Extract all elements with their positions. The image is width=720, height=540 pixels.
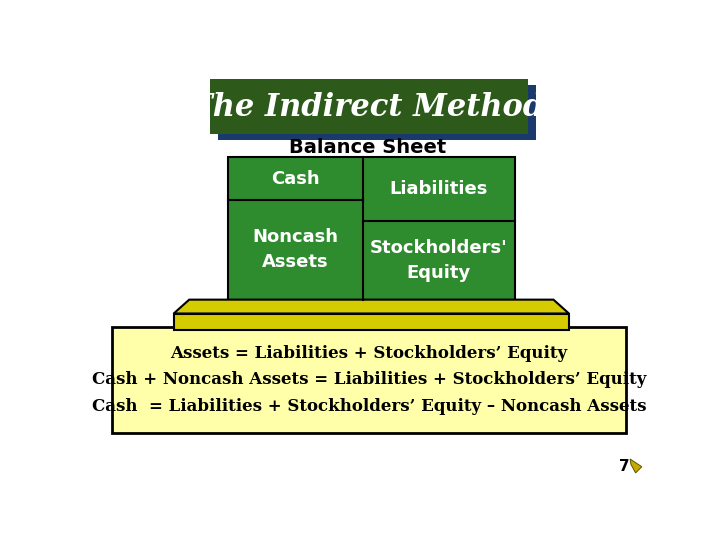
Text: Assets = Liabilities + Stockholders’ Equity: Assets = Liabilities + Stockholders’ Equ…	[171, 345, 567, 362]
Text: Cash  = Liabilities + Stockholders’ Equity – Noncash Assets: Cash = Liabilities + Stockholders’ Equit…	[91, 398, 647, 415]
Polygon shape	[174, 300, 569, 314]
Bar	[228, 157, 515, 300]
Text: Noncash
Assets: Noncash Assets	[252, 228, 338, 271]
Text: Balance Sheet: Balance Sheet	[289, 138, 446, 158]
Text: The Indirect Method: The Indirect Method	[190, 92, 544, 123]
Text: Cash: Cash	[271, 170, 320, 187]
Bar	[112, 327, 626, 433]
Text: 7: 7	[619, 459, 630, 474]
Text: Cash + Noncash Assets = Liabilities + Stockholders’ Equity: Cash + Noncash Assets = Liabilities + St…	[92, 371, 646, 388]
Text: Stockholders'
Equity: Stockholders' Equity	[370, 239, 508, 282]
Bar	[218, 85, 536, 140]
Bar	[174, 314, 569, 330]
Bar	[210, 79, 528, 134]
Text: Liabilities: Liabilities	[390, 180, 488, 198]
Polygon shape	[630, 459, 642, 473]
